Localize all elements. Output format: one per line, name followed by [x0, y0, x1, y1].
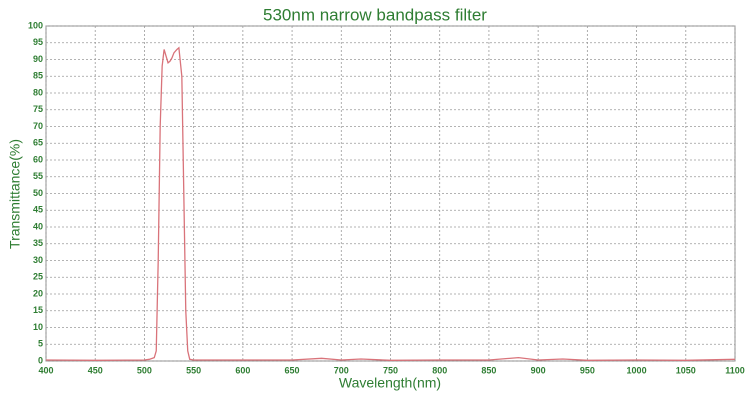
y-tick-label: 95	[33, 37, 43, 47]
y-tick-label: 80	[33, 87, 43, 97]
x-tick-label: 450	[88, 365, 103, 375]
y-tick-label: 50	[33, 188, 43, 198]
x-tick-label: 700	[334, 365, 349, 375]
x-tick-label: 900	[531, 365, 546, 375]
data-line	[45, 46, 736, 361]
y-tick-label: 35	[33, 238, 43, 248]
y-tick-label: 90	[33, 54, 43, 64]
y-tick-label: 45	[33, 205, 43, 215]
y-tick-label: 40	[33, 221, 43, 231]
x-tick-label: 950	[580, 365, 595, 375]
x-tick-label: 650	[285, 365, 300, 375]
x-tick-label: 600	[235, 365, 250, 375]
x-axis-title: Wavelength(nm)	[339, 375, 441, 391]
y-tick-label: 65	[33, 138, 43, 148]
x-tick-label: 800	[432, 365, 447, 375]
y-tick-label: 20	[33, 288, 43, 298]
x-tick-label: 1100	[725, 365, 745, 375]
y-tick-label: 85	[33, 71, 43, 81]
y-tick-label: 100	[28, 20, 43, 30]
chart-title: 530nm narrow bandpass filter	[263, 5, 487, 24]
y-tick-label: 10	[33, 322, 43, 332]
y-tick-label: 75	[33, 104, 43, 114]
x-tick-label: 400	[38, 365, 53, 375]
y-tick-label: 15	[33, 305, 43, 315]
x-tick-label: 1000	[627, 365, 647, 375]
x-tick-label: 550	[186, 365, 201, 375]
y-tick-label: 55	[33, 171, 43, 181]
y-tick-label: 70	[33, 121, 43, 131]
y-tick-label: 0	[38, 355, 43, 365]
x-tick-label: 850	[481, 365, 496, 375]
y-tick-label: 30	[33, 255, 43, 265]
x-tick-label: 750	[383, 365, 398, 375]
y-tick-label: 5	[38, 339, 43, 349]
y-tick-label: 25	[33, 272, 43, 282]
x-tick-label: 1050	[676, 365, 696, 375]
x-tick-label: 500	[137, 365, 152, 375]
y-axis-title: Transmittance(%)	[7, 139, 23, 249]
y-tick-label: 60	[33, 154, 43, 164]
